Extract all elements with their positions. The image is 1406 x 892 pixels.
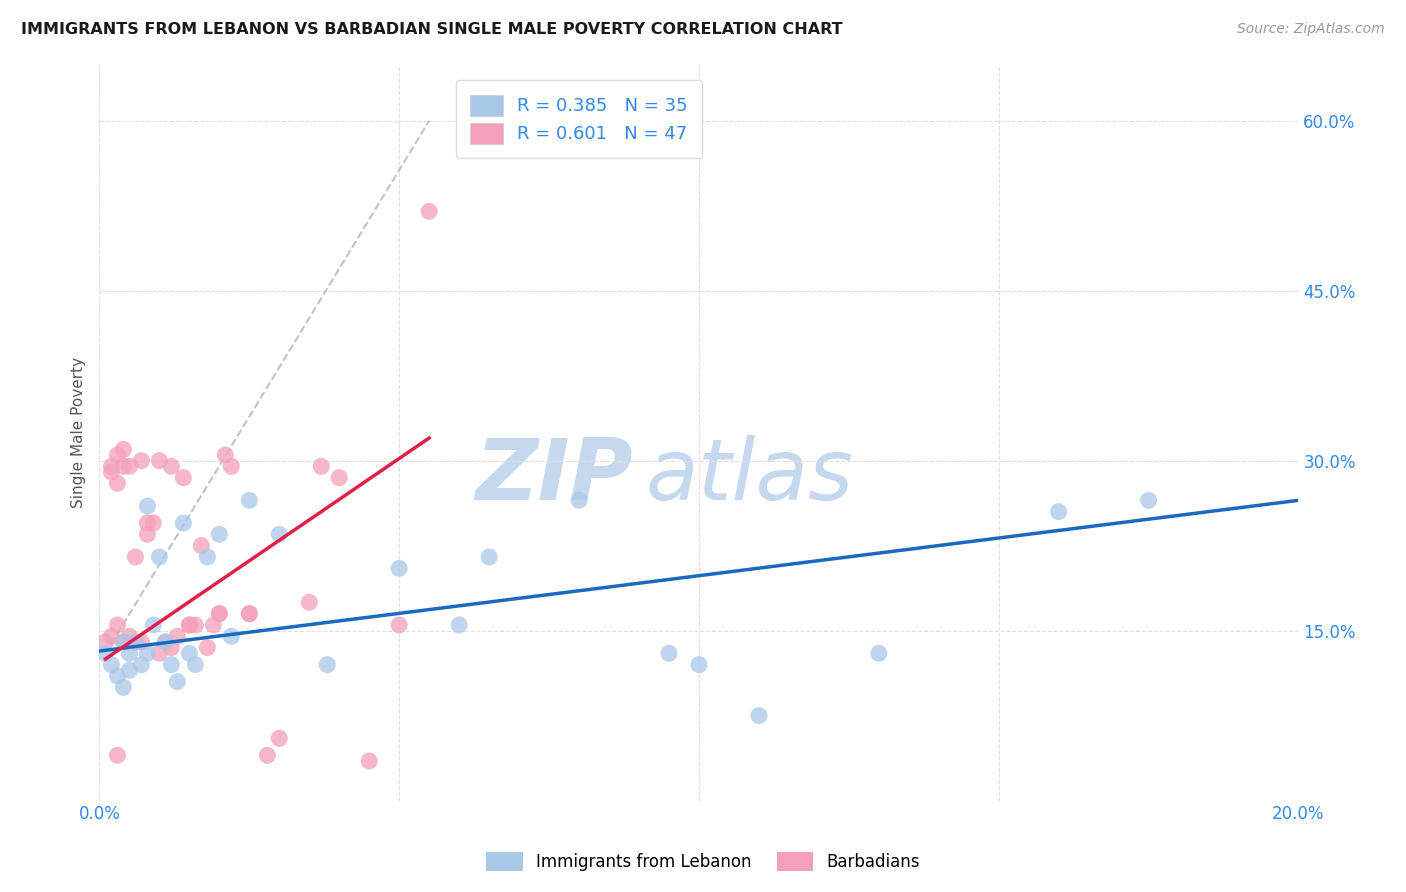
Point bbox=[1137, 493, 1160, 508]
Point bbox=[221, 459, 243, 474]
Point bbox=[107, 618, 129, 632]
Point bbox=[124, 635, 146, 649]
Point bbox=[172, 471, 194, 485]
Point bbox=[160, 640, 183, 655]
Point bbox=[184, 618, 207, 632]
Point bbox=[136, 527, 159, 541]
Point bbox=[748, 708, 770, 723]
Point bbox=[298, 595, 321, 609]
Point bbox=[256, 748, 278, 763]
Point bbox=[118, 646, 141, 660]
Point bbox=[238, 493, 260, 508]
Point bbox=[208, 607, 231, 621]
Point bbox=[118, 663, 141, 677]
Point bbox=[202, 618, 225, 632]
Text: Source: ZipAtlas.com: Source: ZipAtlas.com bbox=[1237, 22, 1385, 37]
Point bbox=[148, 646, 170, 660]
Point bbox=[112, 442, 135, 457]
Point bbox=[155, 635, 177, 649]
Point bbox=[112, 635, 135, 649]
Point bbox=[316, 657, 339, 672]
Point bbox=[1047, 505, 1070, 519]
Point bbox=[112, 635, 135, 649]
Point bbox=[118, 629, 141, 643]
Point bbox=[179, 618, 201, 632]
Point bbox=[131, 635, 153, 649]
Point bbox=[131, 657, 153, 672]
Point bbox=[221, 629, 243, 643]
Point bbox=[359, 754, 381, 768]
Point bbox=[658, 646, 681, 660]
Point bbox=[136, 499, 159, 513]
Point bbox=[214, 448, 236, 462]
Point bbox=[195, 640, 218, 655]
Point bbox=[190, 539, 212, 553]
Point bbox=[118, 459, 141, 474]
Point bbox=[131, 453, 153, 467]
Point bbox=[136, 516, 159, 530]
Point bbox=[124, 635, 146, 649]
Point bbox=[112, 681, 135, 695]
Point bbox=[388, 618, 411, 632]
Point bbox=[309, 459, 332, 474]
Point bbox=[418, 204, 440, 219]
Point bbox=[136, 646, 159, 660]
Point bbox=[238, 607, 260, 621]
Point bbox=[328, 471, 350, 485]
Point bbox=[166, 629, 188, 643]
Point bbox=[100, 459, 122, 474]
Point bbox=[478, 549, 501, 564]
Point bbox=[868, 646, 890, 660]
Point bbox=[195, 549, 218, 564]
Point bbox=[94, 635, 117, 649]
Point bbox=[100, 629, 122, 643]
Point bbox=[208, 527, 231, 541]
Point bbox=[100, 465, 122, 479]
Point bbox=[100, 657, 122, 672]
Point bbox=[107, 448, 129, 462]
Point bbox=[148, 549, 170, 564]
Point bbox=[107, 669, 129, 683]
Legend: R = 0.385   N = 35, R = 0.601   N = 47: R = 0.385 N = 35, R = 0.601 N = 47 bbox=[456, 80, 702, 158]
Point bbox=[208, 607, 231, 621]
Point bbox=[179, 646, 201, 660]
Y-axis label: Single Male Poverty: Single Male Poverty bbox=[72, 357, 86, 508]
Point bbox=[184, 657, 207, 672]
Point bbox=[160, 657, 183, 672]
Point bbox=[172, 516, 194, 530]
Point bbox=[238, 607, 260, 621]
Point bbox=[142, 516, 165, 530]
Point bbox=[388, 561, 411, 575]
Point bbox=[142, 618, 165, 632]
Point bbox=[166, 674, 188, 689]
Point bbox=[112, 459, 135, 474]
Legend: Immigrants from Lebanon, Barbadians: Immigrants from Lebanon, Barbadians bbox=[478, 843, 928, 880]
Point bbox=[124, 549, 146, 564]
Text: atlas: atlas bbox=[645, 435, 853, 518]
Point bbox=[94, 646, 117, 660]
Point bbox=[148, 453, 170, 467]
Text: ZIP: ZIP bbox=[475, 435, 633, 518]
Text: IMMIGRANTS FROM LEBANON VS BARBADIAN SINGLE MALE POVERTY CORRELATION CHART: IMMIGRANTS FROM LEBANON VS BARBADIAN SIN… bbox=[21, 22, 842, 37]
Point bbox=[160, 459, 183, 474]
Point bbox=[269, 731, 291, 746]
Point bbox=[155, 635, 177, 649]
Point bbox=[107, 476, 129, 491]
Point bbox=[107, 748, 129, 763]
Point bbox=[688, 657, 710, 672]
Point bbox=[269, 527, 291, 541]
Point bbox=[449, 618, 471, 632]
Point bbox=[568, 493, 591, 508]
Point bbox=[179, 618, 201, 632]
